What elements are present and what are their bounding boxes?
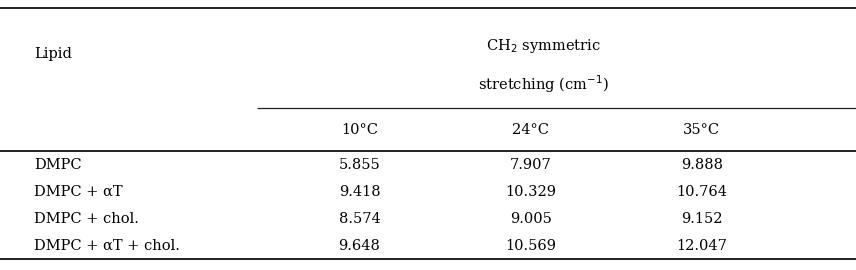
Text: 10.764: 10.764 [676,185,728,199]
Text: 9.152: 9.152 [681,212,722,226]
Text: 9.005: 9.005 [510,212,551,226]
Text: 10.569: 10.569 [505,239,556,253]
Text: DMPC + αT: DMPC + αT [34,185,123,199]
Text: DMPC: DMPC [34,158,82,172]
Text: 5.855: 5.855 [339,158,380,172]
Text: CH$_2$ symmetric: CH$_2$ symmetric [486,37,601,55]
Text: 9.888: 9.888 [681,158,723,172]
Text: 9.418: 9.418 [339,185,380,199]
Text: 35°C: 35°C [683,123,721,137]
Text: 9.648: 9.648 [339,239,380,253]
Text: 8.574: 8.574 [339,212,380,226]
Text: DMPC + αT + chol.: DMPC + αT + chol. [34,239,180,253]
Text: 7.907: 7.907 [510,158,551,172]
Text: 10°C: 10°C [341,123,378,137]
Text: DMPC + chol.: DMPC + chol. [34,212,140,226]
Text: 24°C: 24°C [512,123,550,137]
Text: stretching (cm$^{-1}$): stretching (cm$^{-1}$) [479,73,609,94]
Text: 10.329: 10.329 [505,185,556,199]
Text: Lipid: Lipid [34,47,72,61]
Text: 12.047: 12.047 [676,239,728,253]
